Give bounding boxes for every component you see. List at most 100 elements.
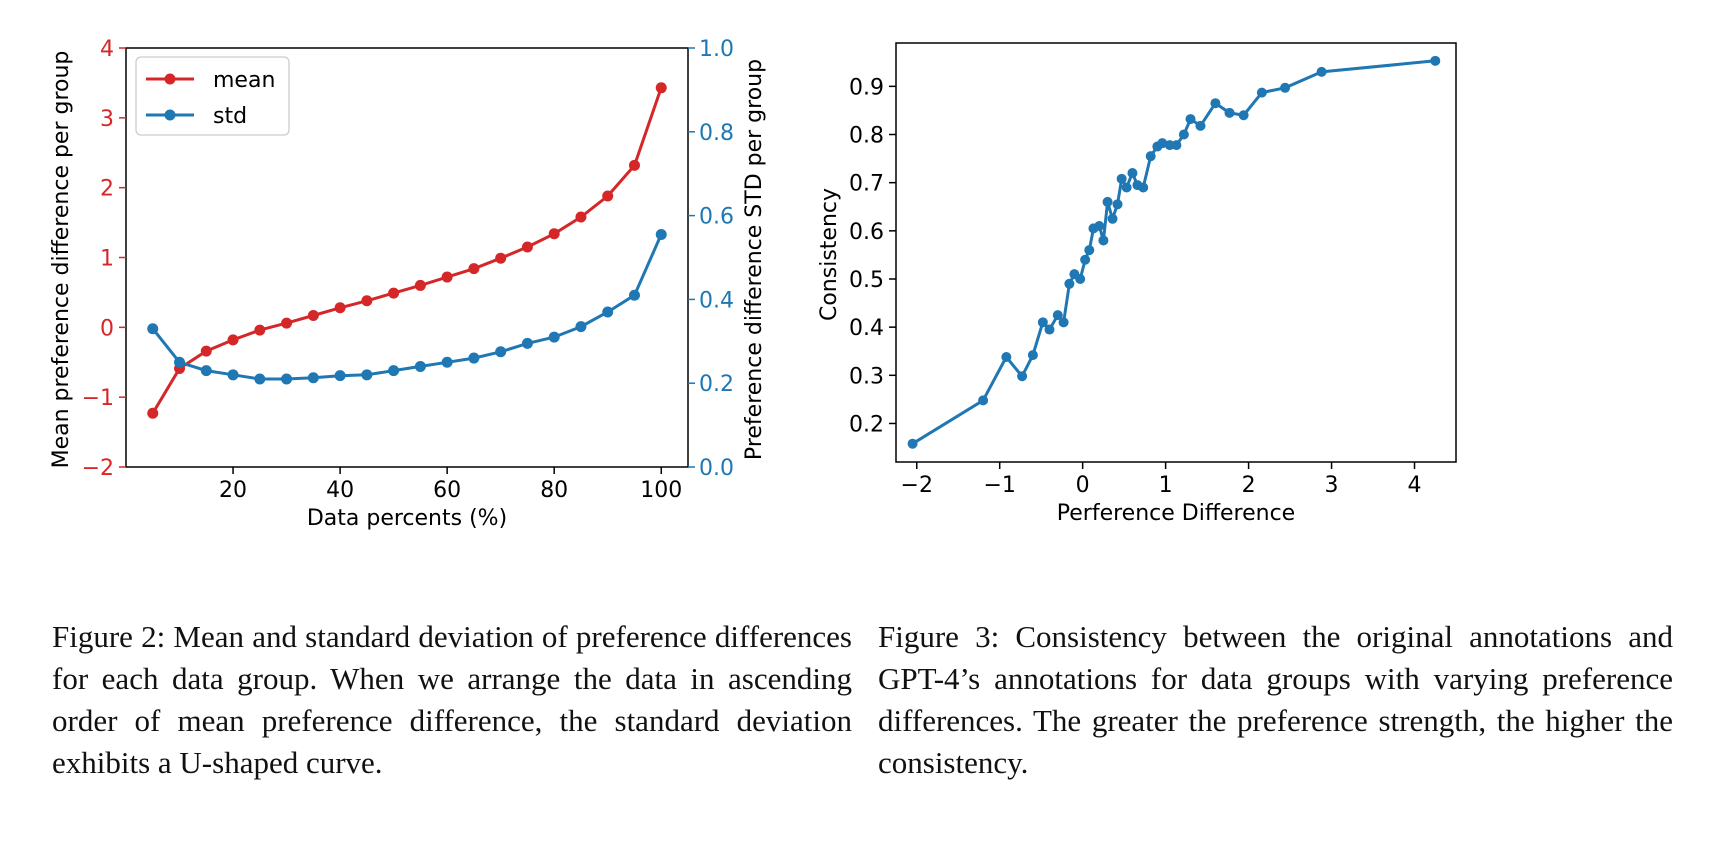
y2-tick-label: 0.8	[699, 121, 734, 146]
data-point-std	[414, 360, 426, 372]
chart-consistency: −2 −1 0 1 2 3 4 0.2 0.3 0.4 0.5 0.6 0.7 0.8 0.9 Perfere…	[817, 42, 1457, 526]
data-point-consistency	[1094, 221, 1105, 232]
data-point-std	[281, 373, 293, 385]
data-point-consistency	[1037, 317, 1048, 328]
data-point-mean	[548, 228, 560, 240]
data-point-mean	[388, 287, 400, 299]
data-point-mean	[414, 279, 426, 291]
x-tick-label: 60	[433, 478, 461, 503]
data-point-std	[174, 356, 186, 368]
y-tick-label: −2	[82, 456, 114, 481]
data-point-consistency	[1145, 151, 1156, 162]
data-point-consistency	[1121, 182, 1132, 193]
x-tick-label: −2	[901, 473, 933, 498]
y-axis-label: Consistency	[817, 188, 842, 321]
x-tick-label: 20	[219, 478, 247, 503]
x-tick-label: 2	[1242, 473, 1256, 498]
y-tick-label: 1	[100, 247, 114, 272]
data-point-consistency	[1430, 55, 1441, 66]
data-point-std	[147, 323, 159, 335]
data-point-std	[602, 306, 614, 318]
data-point-consistency	[1052, 310, 1063, 321]
legend-marker-mean	[164, 73, 176, 85]
data-point-std	[307, 372, 319, 384]
y-tick-label: 4	[100, 37, 114, 62]
data-point-consistency	[1027, 350, 1038, 361]
y-tick-label: 0.2	[849, 412, 884, 437]
y-tick-label: 0.8	[849, 124, 884, 149]
y-tick-label: 0.5	[849, 268, 884, 293]
plot-frame	[895, 42, 1457, 463]
data-point-consistency	[1058, 317, 1069, 328]
data-point-mean	[521, 241, 533, 253]
x-tick-label: 100	[640, 478, 682, 503]
data-point-std	[254, 373, 266, 385]
data-point-std	[468, 352, 480, 364]
figure-3-caption: Figure 3: Consistency between the origin…	[878, 619, 1673, 780]
x-axis-label: Perference Difference	[1057, 501, 1295, 526]
data-point-std	[334, 370, 346, 382]
series-line-mean	[151, 87, 663, 414]
x-tick-label: −1	[983, 473, 1015, 498]
data-point-consistency	[1064, 278, 1075, 289]
data-point-mean	[227, 334, 239, 346]
data-point-mean	[628, 159, 640, 171]
data-point-std	[575, 321, 587, 333]
data-point-mean	[334, 302, 346, 314]
data-point-mean	[200, 345, 212, 357]
data-point-consistency	[1107, 213, 1118, 224]
y-tick-label: 0.4	[849, 316, 884, 341]
data-point-mean	[655, 82, 667, 94]
y-tick-label: 0.3	[849, 364, 884, 389]
data-point-consistency	[1138, 182, 1149, 193]
data-point-consistency	[1316, 66, 1327, 77]
data-point-consistency	[1001, 352, 1012, 363]
data-point-consistency	[1098, 235, 1109, 246]
data-point-consistency	[978, 395, 989, 406]
data-point-consistency	[907, 438, 918, 449]
y-tick-label: 0.9	[849, 75, 884, 100]
data-point-consistency	[1116, 173, 1127, 184]
y-axis-label: Mean preference difference per group	[49, 51, 74, 469]
data-point-consistency	[1171, 140, 1182, 151]
data-point-mean	[361, 295, 373, 307]
data-point-mean	[575, 211, 587, 223]
legend-label-std: std	[213, 104, 247, 129]
data-point-mean	[254, 324, 266, 336]
y-tick-label: −1	[82, 386, 114, 411]
x-tick-label: 4	[1408, 473, 1422, 498]
data-point-std	[521, 337, 533, 349]
data-point-mean	[281, 317, 293, 329]
data-point-mean	[147, 407, 159, 419]
data-point-mean	[307, 309, 319, 321]
data-point-consistency	[1280, 82, 1291, 93]
series-line-consistency	[911, 59, 1436, 445]
y-tick-label: 2	[100, 177, 114, 202]
legend: mean std	[135, 56, 290, 136]
data-point-consistency	[1185, 114, 1196, 125]
legend-label-mean: mean	[213, 68, 275, 93]
data-point-consistency	[1238, 110, 1249, 121]
y2-tick-label: 0.6	[699, 205, 734, 230]
data-point-std	[548, 331, 560, 343]
data-point-consistency	[1210, 98, 1221, 109]
data-point-std	[361, 369, 373, 381]
y-tick-label: 0.7	[849, 172, 884, 197]
y-tick-label: 0	[100, 316, 114, 341]
data-point-std	[495, 346, 507, 358]
figure-2-caption: Figure 2: Mean and standard deviation of…	[52, 619, 852, 780]
data-point-consistency	[1256, 87, 1267, 98]
data-point-consistency	[1084, 245, 1095, 256]
x-axis-label: Data percents (%)	[307, 506, 507, 531]
data-point-consistency	[1102, 196, 1113, 207]
y-tick-label: 0.6	[849, 220, 884, 245]
data-point-mean	[602, 190, 614, 202]
data-point-mean	[468, 263, 480, 275]
x-tick-label: 1	[1159, 473, 1173, 498]
data-point-std	[227, 369, 239, 381]
data-point-std	[441, 356, 453, 368]
data-point-consistency	[1224, 107, 1235, 118]
x-tick-label: 0	[1076, 473, 1090, 498]
y-tick-label: 3	[100, 107, 114, 132]
